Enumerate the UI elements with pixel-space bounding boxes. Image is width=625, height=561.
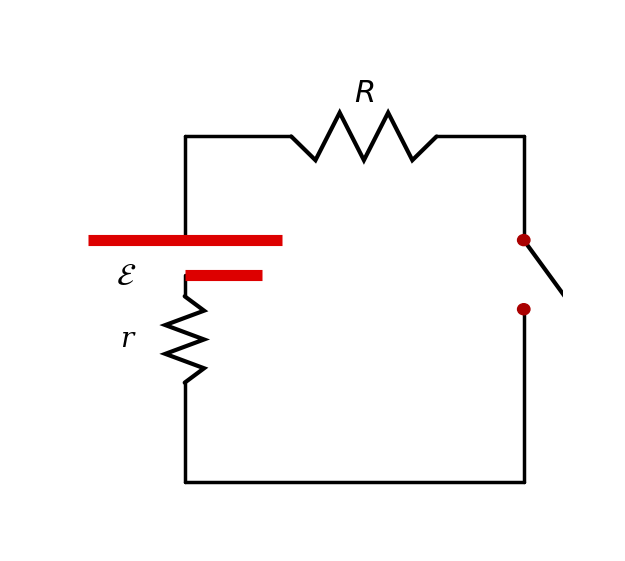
Circle shape <box>518 304 530 315</box>
Text: $\mathcal{E}$: $\mathcal{E}$ <box>116 261 137 292</box>
Text: $R$: $R$ <box>354 78 374 109</box>
Circle shape <box>518 234 530 246</box>
Text: r: r <box>120 326 133 353</box>
